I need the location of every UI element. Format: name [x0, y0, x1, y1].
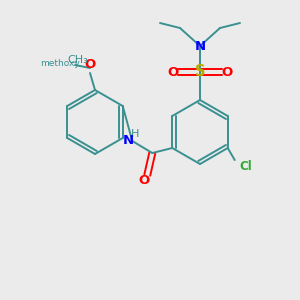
Text: Cl: Cl [240, 160, 253, 172]
Text: N: N [194, 40, 206, 52]
Text: O: O [84, 58, 96, 71]
Text: S: S [195, 64, 205, 80]
Text: CH₃: CH₃ [67, 55, 88, 65]
Text: H: H [131, 129, 140, 139]
Text: O: O [167, 65, 178, 79]
Text: methoxy: methoxy [40, 58, 80, 68]
Text: O: O [221, 65, 233, 79]
Text: N: N [123, 134, 134, 148]
Text: O: O [139, 173, 150, 187]
